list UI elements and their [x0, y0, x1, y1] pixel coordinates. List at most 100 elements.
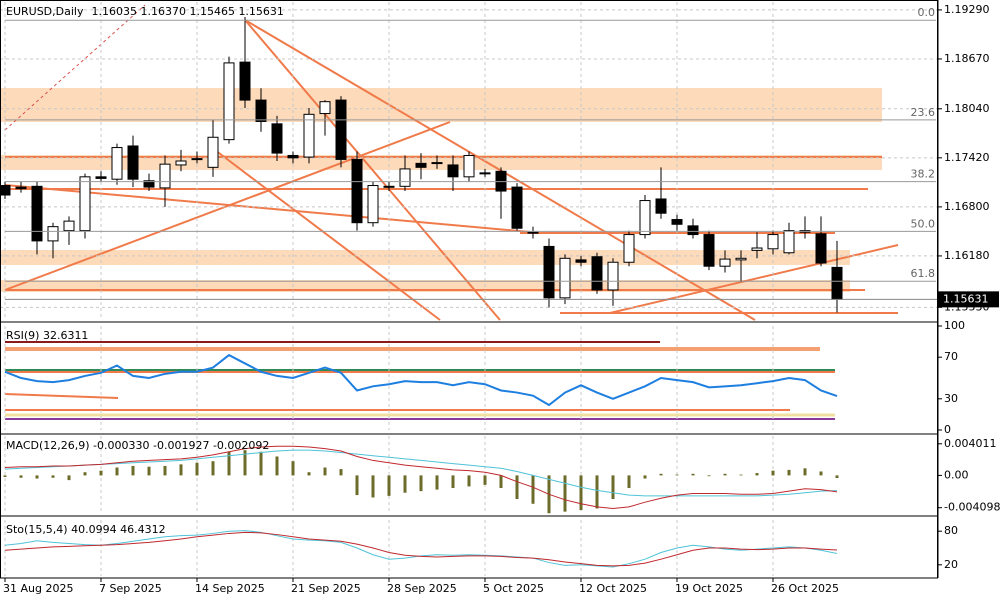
fib-label: 61.8	[911, 267, 936, 280]
histogram-bar	[259, 451, 263, 476]
candle-body	[287, 154, 299, 159]
candle-body	[79, 176, 91, 232]
histogram-bar	[499, 475, 503, 488]
candle-body	[319, 101, 331, 115]
fib-label: 50.0	[911, 217, 936, 230]
histogram-bar	[595, 475, 599, 509]
histogram-bar	[51, 475, 55, 478]
histogram-bar	[451, 475, 455, 488]
histogram-bar	[307, 472, 311, 476]
candle-body	[591, 256, 603, 291]
histogram-bar	[403, 475, 407, 493]
histogram-bar	[819, 471, 823, 476]
candle-body	[95, 176, 107, 179]
histogram-bar	[131, 465, 135, 476]
histogram-bar	[291, 461, 295, 476]
candle-body	[47, 226, 59, 242]
histogram-bar	[355, 475, 359, 496]
histogram-bar	[579, 475, 583, 511]
histogram-bar	[115, 467, 119, 476]
candle-body	[671, 219, 683, 225]
histogram-bar	[435, 475, 439, 490]
histogram-bar	[723, 473, 727, 476]
candle-body	[335, 99, 347, 160]
candle-body	[719, 258, 731, 267]
histogram-bar	[147, 466, 151, 476]
histogram-bar	[659, 473, 663, 476]
histogram-bar	[35, 475, 39, 479]
candle-body	[447, 164, 459, 178]
histogram-bar	[99, 470, 103, 476]
y-tick-label: 1.17420	[944, 151, 990, 164]
histogram-bar	[3, 475, 7, 477]
histogram-bar	[675, 474, 679, 476]
candle-body	[175, 160, 187, 166]
x-tick-label: 12 Oct 2025	[579, 582, 647, 595]
candle-body	[815, 233, 827, 264]
candle-body	[159, 163, 171, 189]
candle-body	[751, 247, 763, 251]
histogram-bar	[195, 462, 199, 476]
y-tick-label: 20	[944, 558, 958, 571]
y-tick-label: 1.19290	[944, 3, 990, 16]
border	[0, 0, 938, 579]
x-tick-label: 7 Sep 2025	[99, 582, 162, 595]
candle-body	[239, 61, 251, 101]
y-tick-label: 100	[944, 319, 965, 332]
candle-body	[143, 180, 155, 188]
panel-ohlc: 1.16035 1.16370 1.15465 1.15631	[91, 5, 283, 18]
histogram-bar	[419, 475, 423, 492]
histogram-bar	[371, 475, 375, 498]
candle-body	[15, 186, 27, 190]
candle-body	[271, 123, 283, 154]
panel-title: Sto(15,5,4) 40.0994 46.4312	[6, 523, 166, 536]
histogram-bar	[771, 470, 775, 476]
candle-body	[575, 259, 587, 263]
histogram-bar	[243, 450, 247, 476]
price-label: 1.15631	[943, 292, 989, 305]
candle-body	[191, 158, 203, 161]
candle-body	[783, 230, 795, 254]
indicator-line	[4, 530, 838, 568]
x-tick-label: 19 Oct 2025	[675, 582, 743, 595]
candle-body	[223, 62, 235, 141]
trendline	[244, 19, 501, 321]
histogram-bar	[227, 451, 231, 476]
x-tick-label: 31 Aug 2025	[3, 582, 73, 595]
level-line	[4, 393, 119, 399]
trendline	[214, 149, 441, 321]
trendline	[4, 184, 531, 233]
trendline	[4, 4, 146, 131]
candle-body	[559, 257, 571, 299]
histogram-bar	[531, 475, 535, 504]
candle-body	[735, 257, 747, 261]
y-tick-label: 80	[944, 524, 958, 537]
histogram-bar	[483, 475, 487, 485]
candle-body	[831, 266, 843, 300]
frame	[0, 0, 939, 579]
histogram-bar	[323, 467, 327, 476]
candle-body	[479, 172, 491, 175]
candle-body	[655, 198, 667, 214]
candle-body	[623, 234, 635, 263]
candle-body	[415, 162, 427, 168]
y-tick-label: 0.004011	[944, 437, 997, 450]
y-tick-label: 1.18040	[944, 102, 990, 115]
y-tick-label: 1.18670	[944, 52, 990, 65]
x-tick-label: 5 Oct 2025	[483, 582, 544, 595]
candle-body	[543, 245, 555, 299]
y-tick-label: -0.004098	[944, 501, 1000, 514]
histogram-bar	[211, 461, 215, 476]
y-tick-label: 30	[944, 392, 958, 405]
candle-body	[399, 168, 411, 187]
histogram-bar	[643, 475, 647, 479]
trendline	[244, 19, 756, 321]
histogram-bar	[163, 465, 167, 476]
panel-title: MACD(12,26,9) -0.000330 -0.001927 -0.002…	[6, 439, 269, 452]
candle-body	[367, 185, 379, 224]
candle-body	[687, 225, 699, 236]
y-tick-label: 70	[944, 350, 958, 363]
candle-body	[0, 185, 11, 196]
